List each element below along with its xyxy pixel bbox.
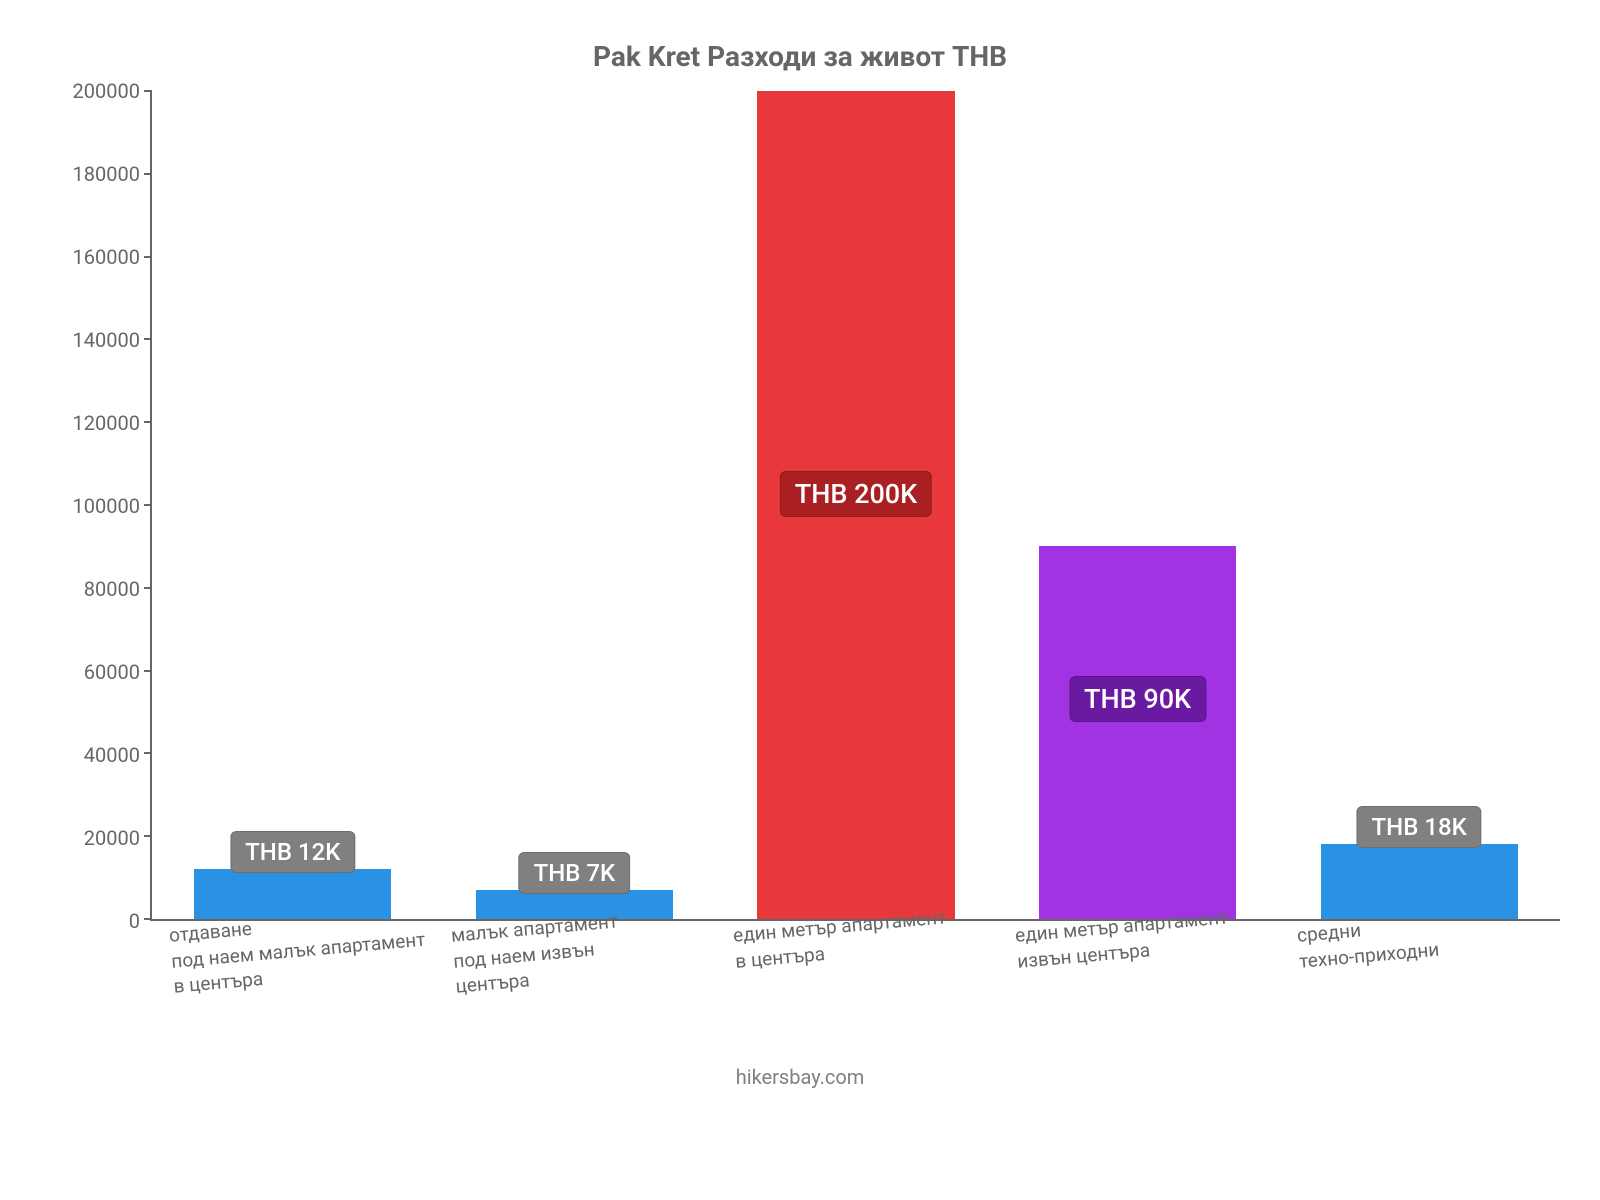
y-tick-mark xyxy=(144,835,152,837)
y-tick-mark xyxy=(144,670,152,672)
y-tick-label: 40000 xyxy=(84,743,140,767)
x-axis: отдаване под наем малък апартамент в цен… xyxy=(150,921,1560,935)
y-tick-mark xyxy=(144,90,152,92)
bar-slot: THB 200K xyxy=(715,91,997,919)
bar: THB 200K xyxy=(757,91,954,919)
bar-value-badge: THB 7K xyxy=(519,852,631,894)
chart-title: Pak Kret Разходи за живот THB xyxy=(40,40,1560,73)
x-tick-label: малък апартамент под наем извън центъра xyxy=(450,908,623,999)
x-slot: отдаване под наем малък апартамент в цен… xyxy=(150,921,432,935)
y-tick-mark xyxy=(144,256,152,258)
y-tick-mark xyxy=(144,173,152,175)
plot-area: THB 12K THB 7K THB 200K THB 90K THB 18K xyxy=(150,91,1560,921)
x-slot: малък апартамент под наем извън центъра xyxy=(432,921,714,935)
bar-slot: THB 12K xyxy=(152,91,434,919)
y-tick-label: 160000 xyxy=(73,245,140,269)
plot-outer: 0200004000060000800001000001200001400001… xyxy=(40,91,1560,921)
y-tick-mark xyxy=(144,504,152,506)
y-tick-label: 120000 xyxy=(73,411,140,435)
y-tick-label: 180000 xyxy=(73,162,140,186)
y-tick-mark xyxy=(144,587,152,589)
x-slot: един метър апартамент в центъра xyxy=(714,921,996,935)
y-tick-label: 140000 xyxy=(73,328,140,352)
bars-layer: THB 12K THB 7K THB 200K THB 90K THB 18K xyxy=(152,91,1560,919)
bar-slot: THB 18K xyxy=(1278,91,1560,919)
y-tick-mark xyxy=(144,918,152,920)
bar-value-badge: THB 90K xyxy=(1069,676,1206,722)
y-tick-label: 80000 xyxy=(84,577,140,601)
y-tick-label: 60000 xyxy=(84,660,140,684)
bar-value-badge: THB 200K xyxy=(780,471,932,517)
bar-slot: THB 90K xyxy=(997,91,1279,919)
bar-slot: THB 7K xyxy=(434,91,716,919)
y-tick-mark xyxy=(144,752,152,754)
x-tick-label: средни техно-приходни xyxy=(1296,911,1440,974)
bar-value-badge: THB 18K xyxy=(1357,806,1482,848)
y-tick-label: 100000 xyxy=(73,494,140,518)
bar-value-badge: THB 12K xyxy=(230,831,355,873)
chart-footer: hikersbay.com xyxy=(40,1065,1560,1089)
y-tick-label: 0 xyxy=(129,909,140,933)
y-tick-mark xyxy=(144,338,152,340)
chart-container: Pak Kret Разходи за живот THB 0 20000 4000… xyxy=(0,0,1600,1200)
y-tick-label: 200000 xyxy=(73,79,140,103)
y-tick-label: 20000 xyxy=(84,826,140,850)
bar: THB 18K xyxy=(1321,844,1518,919)
y-tick-mark xyxy=(144,421,152,423)
x-slot: един метър апартамент извън центъра xyxy=(996,921,1278,935)
x-slot: средни техно-приходни xyxy=(1278,921,1560,935)
y-axis: 0200004000060000800001000001200001400001… xyxy=(40,91,150,921)
bar: THB 90K xyxy=(1039,546,1236,919)
